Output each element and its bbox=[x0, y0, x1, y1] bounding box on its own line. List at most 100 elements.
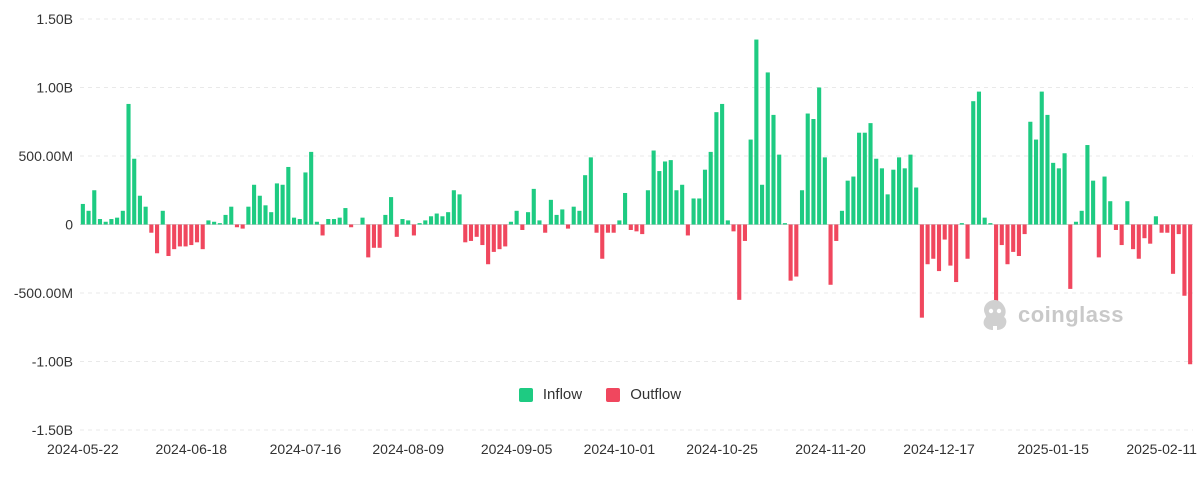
x-tick-label: 2024-06-18 bbox=[155, 441, 227, 457]
bar-outflow bbox=[234, 224, 240, 228]
bar-outflow bbox=[919, 224, 924, 318]
bar-inflow bbox=[1045, 114, 1050, 225]
bar-outflow bbox=[183, 224, 188, 247]
bar-inflow bbox=[286, 166, 291, 225]
bar-inflow bbox=[874, 158, 879, 225]
bar-outflow bbox=[377, 224, 382, 248]
bar-inflow bbox=[343, 208, 348, 225]
bar-outflow bbox=[172, 224, 177, 250]
bar-inflow bbox=[331, 219, 337, 225]
legend-item-inflow[interactable]: Inflow bbox=[518, 386, 583, 403]
bar-inflow bbox=[337, 217, 342, 225]
bar-outflow bbox=[520, 224, 525, 230]
bar-inflow bbox=[902, 168, 907, 225]
y-tick-label: 1.00B bbox=[36, 80, 73, 96]
bar-inflow bbox=[457, 194, 462, 225]
bar-outflow bbox=[177, 224, 182, 247]
bar-outflow bbox=[1159, 224, 1164, 233]
bar-inflow bbox=[309, 151, 314, 225]
bar-inflow bbox=[1028, 121, 1033, 225]
bar-outflow bbox=[1176, 224, 1181, 235]
bar-inflow bbox=[959, 223, 964, 225]
bar-inflow bbox=[132, 158, 137, 225]
bar-inflow bbox=[223, 214, 228, 225]
bar-inflow bbox=[560, 209, 565, 225]
bar-outflow bbox=[640, 224, 645, 235]
bar-inflow bbox=[725, 220, 730, 225]
bar-outflow bbox=[497, 224, 502, 250]
bar-inflow bbox=[423, 220, 428, 225]
bar-inflow bbox=[1079, 210, 1084, 225]
bar-inflow bbox=[252, 184, 257, 225]
bar-inflow bbox=[1039, 91, 1044, 225]
bar-inflow bbox=[817, 87, 822, 225]
bar-outflow bbox=[200, 224, 205, 250]
bar-inflow bbox=[257, 195, 262, 225]
bar-inflow bbox=[229, 206, 234, 225]
bar-inflow bbox=[1085, 145, 1090, 225]
bar-outflow bbox=[468, 224, 474, 241]
bar-outflow bbox=[731, 224, 736, 232]
bar-inflow bbox=[446, 212, 451, 225]
bar-inflow bbox=[760, 184, 765, 225]
bar-outflow bbox=[634, 224, 639, 232]
bar-outflow bbox=[600, 224, 605, 259]
bar-inflow bbox=[674, 190, 679, 225]
chart-legend: Inflow Outflow bbox=[0, 386, 1200, 406]
bar-inflow bbox=[971, 101, 976, 225]
bar-inflow bbox=[280, 184, 285, 225]
bar-inflow bbox=[976, 91, 982, 225]
bar-inflow bbox=[805, 113, 810, 225]
bar-inflow bbox=[1062, 153, 1067, 225]
bar-inflow bbox=[86, 210, 91, 225]
bar-inflow bbox=[97, 219, 103, 225]
bar-inflow bbox=[1051, 162, 1056, 225]
bar-outflow bbox=[1131, 224, 1136, 250]
bar-inflow bbox=[839, 210, 845, 225]
bar-inflow bbox=[885, 194, 890, 225]
bar-outflow bbox=[1188, 224, 1193, 365]
bar-outflow bbox=[486, 224, 491, 265]
bar-inflow bbox=[577, 210, 582, 225]
bar-inflow bbox=[1108, 201, 1113, 225]
legend-item-outflow[interactable]: Outflow bbox=[606, 386, 681, 403]
bar-outflow bbox=[503, 224, 508, 247]
bar-inflow bbox=[274, 183, 279, 225]
bar-inflow bbox=[754, 39, 759, 225]
bar-inflow bbox=[748, 139, 753, 225]
legend-label-outflow: Outflow bbox=[630, 386, 682, 403]
bar-inflow bbox=[588, 157, 593, 225]
bar-inflow bbox=[212, 221, 217, 225]
bar-inflow bbox=[548, 199, 553, 225]
bar-inflow bbox=[691, 198, 696, 225]
x-tick-label: 2024-09-05 bbox=[481, 441, 553, 457]
bar-outflow bbox=[1119, 224, 1124, 246]
bar-inflow bbox=[583, 175, 588, 225]
bar-inflow bbox=[263, 205, 268, 225]
bar-inflow bbox=[914, 187, 919, 225]
bar-inflow bbox=[1153, 216, 1158, 225]
bar-inflow bbox=[103, 221, 108, 225]
bar-inflow bbox=[868, 123, 873, 225]
bar-inflow bbox=[531, 188, 536, 225]
bar-outflow bbox=[371, 224, 377, 248]
bar-outflow bbox=[942, 224, 947, 240]
bar-inflow bbox=[714, 112, 719, 225]
legend-label-inflow: Inflow bbox=[542, 386, 583, 403]
y-tick-label: 1.50B bbox=[36, 11, 73, 27]
bar-inflow bbox=[428, 216, 434, 225]
bar-inflow bbox=[822, 157, 827, 225]
bar-outflow bbox=[834, 224, 839, 241]
bar-inflow bbox=[623, 192, 628, 225]
x-tick-label: 2025-01-15 bbox=[1017, 441, 1089, 457]
bar-inflow bbox=[206, 220, 211, 225]
bar-inflow bbox=[269, 212, 274, 225]
bar-inflow bbox=[845, 180, 850, 225]
bar-outflow bbox=[1182, 224, 1187, 296]
bar-outflow bbox=[394, 224, 399, 237]
bar-inflow bbox=[1102, 176, 1107, 225]
bar-outflow bbox=[320, 224, 325, 236]
x-tick-label: 2024-11-20 bbox=[795, 441, 866, 457]
